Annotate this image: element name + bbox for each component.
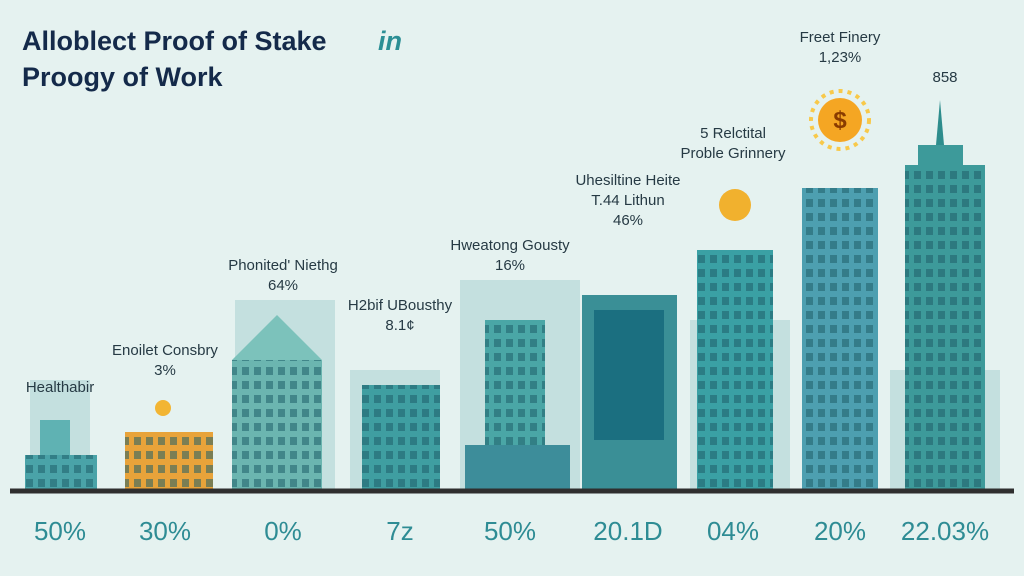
- bottom-value: 22.03%: [901, 516, 989, 546]
- building-label: H2bif UBousthy: [348, 297, 453, 314]
- building-label: Healthabir: [26, 379, 94, 396]
- bottom-value: 20.1D: [593, 516, 662, 546]
- building-label: 1,23%: [819, 49, 862, 66]
- building-label: Uhesiltine Heite: [575, 172, 680, 189]
- buildings: [25, 89, 985, 490]
- bottom-value: 50%: [484, 516, 536, 546]
- bottom-value: 30%: [139, 516, 191, 546]
- building-label: 16%: [495, 257, 525, 274]
- bottom-value: 04%: [707, 516, 759, 546]
- building-label: 5 Relctital: [700, 125, 766, 142]
- sun-symbol: $: [833, 107, 847, 134]
- building-label: 3%: [154, 362, 176, 379]
- building-label: Enoilet Consbry: [112, 342, 218, 359]
- building-label: 858: [932, 69, 957, 86]
- title-line: Alloblect Proof of Stake: [22, 26, 327, 56]
- bottom-value: 50%: [34, 516, 86, 546]
- building-label: Proble Grinnery: [680, 145, 786, 162]
- building-label: Phonited' Niethg: [228, 257, 338, 274]
- building-label: T.44 Lithun: [591, 192, 664, 209]
- building-label: Freet Finery: [800, 29, 881, 46]
- title-line: Proogy of Work: [22, 62, 223, 92]
- bottom-value: 0%: [264, 516, 302, 546]
- building-label: 8.1¢: [385, 317, 414, 334]
- bottom-value: 20%: [814, 516, 866, 546]
- title-accent: in: [378, 26, 402, 56]
- building-label: 64%: [268, 277, 298, 294]
- building-label: Hweatong Gousty: [450, 237, 570, 254]
- labels: Healthabir 50% Enoilet Consbry 3% 30% Phonite…: [26, 29, 989, 546]
- building-label: 46%: [613, 212, 643, 229]
- bottom-value: 7z: [386, 516, 413, 546]
